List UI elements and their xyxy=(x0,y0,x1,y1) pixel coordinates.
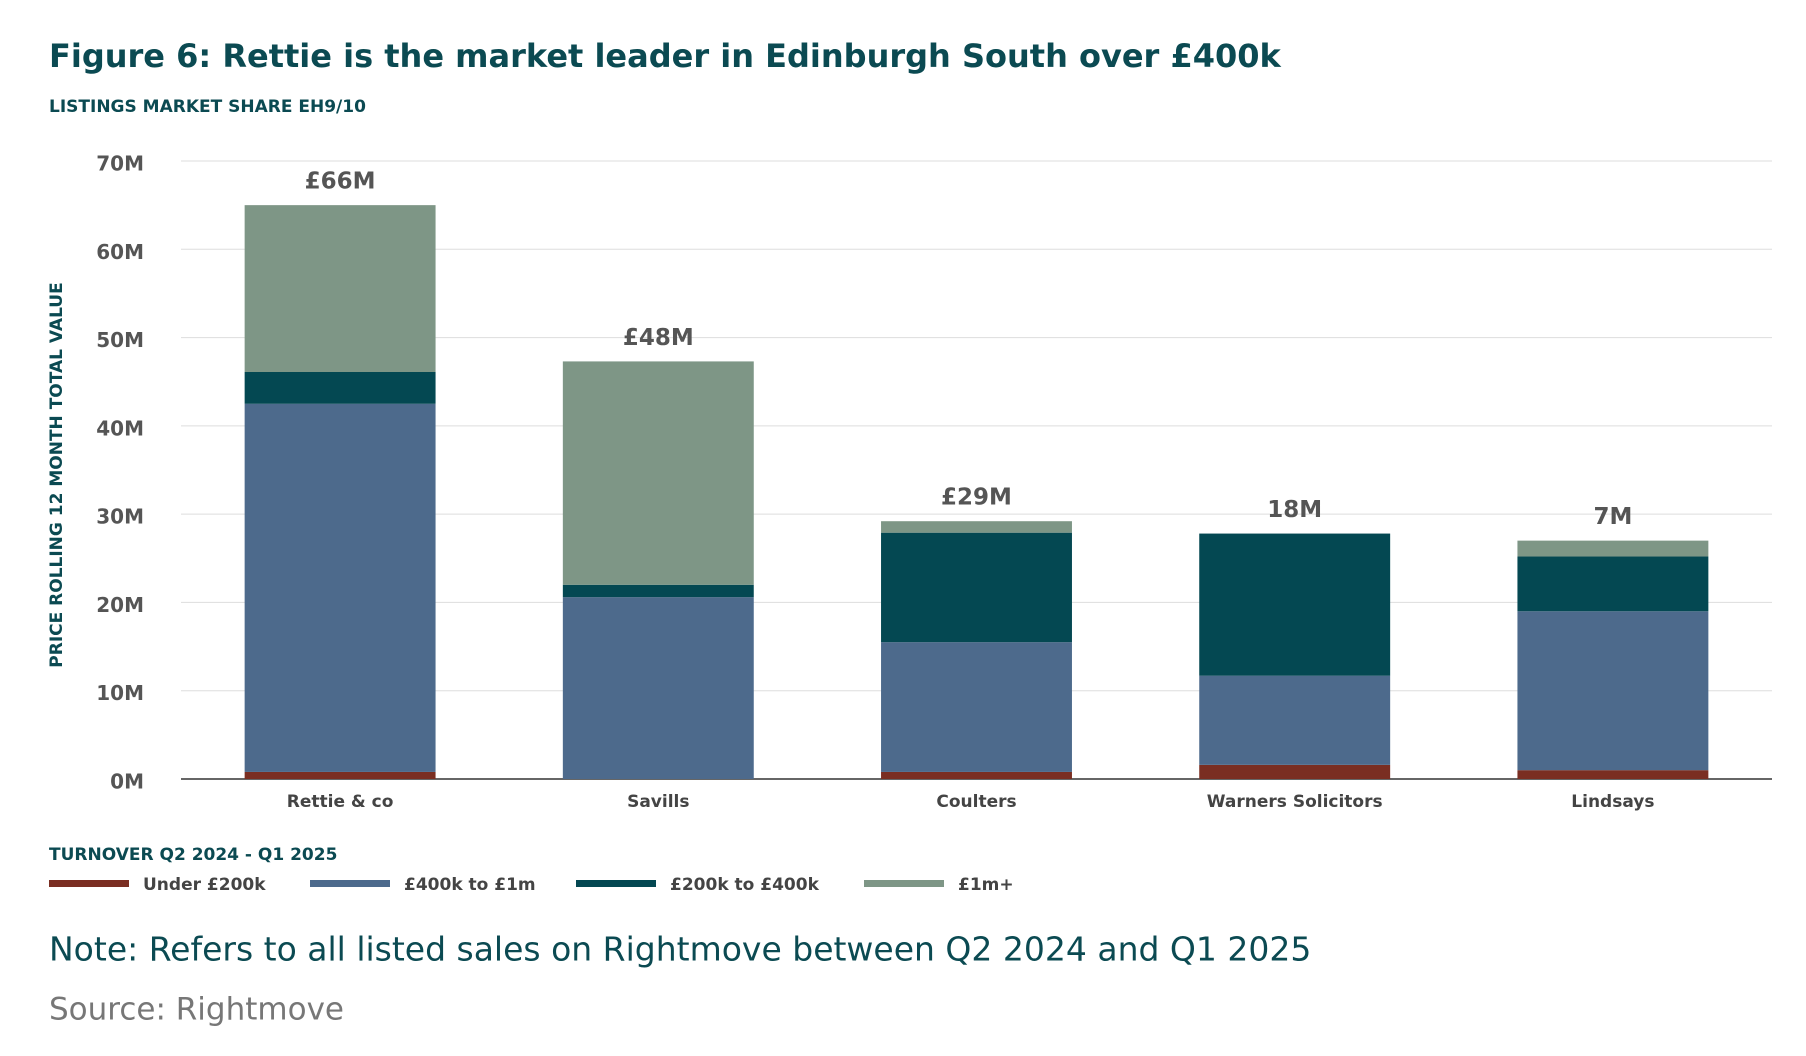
legend-label: £400k to £1m xyxy=(404,875,536,895)
legend-swatch xyxy=(49,880,129,887)
total-label: £48M xyxy=(623,325,694,351)
bar-segment xyxy=(881,642,1072,772)
y-tick-label: 50M xyxy=(96,328,144,352)
bar-segment xyxy=(1517,611,1709,771)
bar-segment xyxy=(244,205,436,373)
x-tick-label: Warners Solicitors xyxy=(1207,792,1383,812)
bar-segment xyxy=(1517,540,1709,557)
legend-swatch xyxy=(310,880,390,887)
legend-label: Under £200k xyxy=(143,875,266,895)
total-label: £29M xyxy=(941,485,1012,511)
bar-segment xyxy=(562,597,754,779)
bar-segment xyxy=(881,521,1072,533)
y-tick-label: 70M xyxy=(96,152,144,176)
y-tick-label: 20M xyxy=(96,593,144,617)
bar-segment xyxy=(881,532,1072,643)
bar-segment xyxy=(244,403,436,772)
y-tick-label: 30M xyxy=(96,505,144,529)
x-tick-label: Lindsays xyxy=(1571,792,1654,812)
bar-segment xyxy=(244,372,436,404)
bar-segment xyxy=(1517,556,1709,612)
chart-title: Figure 6: Rettie is the market leader in… xyxy=(49,37,1282,75)
bar-segment xyxy=(244,771,436,779)
chart-subtitle: LISTINGS MARKET SHARE EH9/10 xyxy=(49,97,366,117)
x-tick-label: Savills xyxy=(627,792,689,812)
x-tick-label: Rettie & co xyxy=(287,792,394,812)
legend-label: £1m+ xyxy=(958,875,1014,895)
y-tick-label: 0M xyxy=(110,770,144,794)
y-tick-label: 40M xyxy=(96,416,144,440)
bar-segment xyxy=(1199,675,1391,765)
legend-swatch xyxy=(576,880,656,887)
bar-segment xyxy=(562,361,754,585)
y-tick-label: 10M xyxy=(96,681,144,705)
legend-label: £200k to £400k xyxy=(670,875,820,895)
legend-title: TURNOVER Q2 2024 - Q1 2025 xyxy=(49,845,337,865)
y-tick-label: 60M xyxy=(96,240,144,264)
total-label: 18M xyxy=(1267,497,1322,523)
legend-swatch xyxy=(864,880,944,887)
bar-segment xyxy=(1199,764,1391,779)
source: Source: Rightmove xyxy=(49,992,344,1028)
bar-segment xyxy=(1199,533,1391,676)
total-label: £66M xyxy=(305,169,376,195)
y-axis-label: PRICE ROLLING 12 MONTH TOTAL VALUE xyxy=(47,282,67,667)
total-label: 7M xyxy=(1593,504,1632,530)
bar-segment xyxy=(562,584,754,598)
bar-segment xyxy=(1517,770,1709,779)
note: Note: Refers to all listed sales on Righ… xyxy=(49,930,1311,969)
x-tick-label: Coulters xyxy=(936,792,1016,812)
bar-segment xyxy=(881,771,1072,779)
